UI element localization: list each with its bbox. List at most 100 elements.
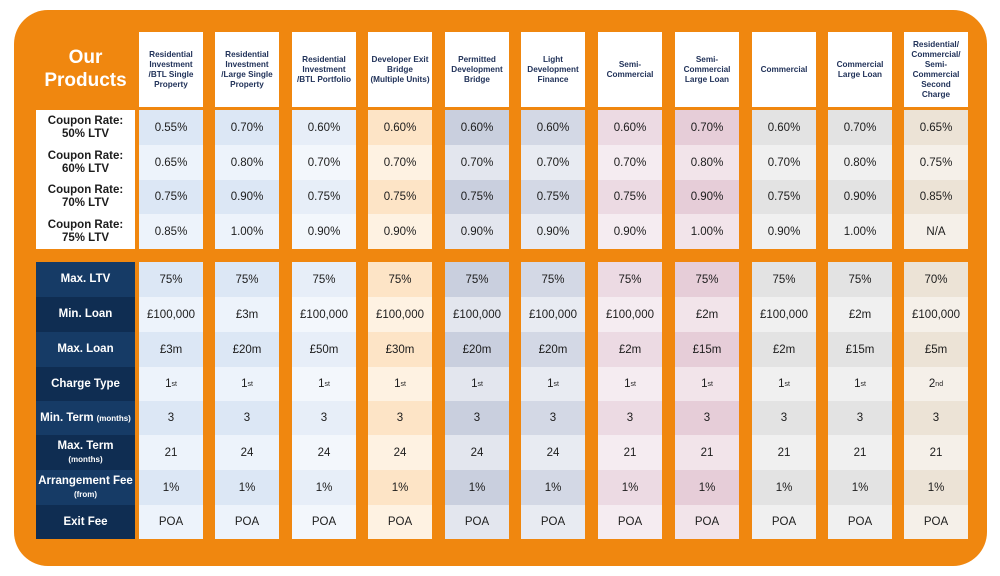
coupon-rate-cell: 0.75% bbox=[904, 145, 968, 180]
detail-value-cell: POA bbox=[215, 505, 279, 539]
detail-value-cell: 1% bbox=[445, 470, 509, 505]
detail-value-text: £20m bbox=[538, 343, 568, 356]
coupon-rate-cell: 0.60% bbox=[445, 110, 509, 145]
detail-value-cell: 75% bbox=[292, 262, 356, 297]
ordinal-suffix: st bbox=[247, 380, 253, 388]
detail-value-text: POA bbox=[771, 516, 797, 528]
detail-value-cell: 1% bbox=[292, 470, 356, 505]
product-header: Commercial bbox=[752, 32, 816, 107]
coupon-rate-cell: 1.00% bbox=[828, 214, 892, 249]
detail-value-cell: POA bbox=[752, 505, 816, 539]
detail-value-text: 75% bbox=[388, 273, 412, 286]
coupon-rate-cell: 0.90% bbox=[598, 214, 662, 249]
detail-value-text: 21 bbox=[777, 446, 791, 459]
detail-value-cell: 75% bbox=[368, 262, 432, 297]
detail-value-text: 1 bbox=[241, 378, 248, 390]
coupon-rate-cell: 0.70% bbox=[521, 145, 585, 180]
detail-value-text: POA bbox=[540, 516, 566, 528]
product-header: Residential Investment /BTL Single Prope… bbox=[139, 32, 203, 107]
ordinal-suffix: nd bbox=[935, 380, 944, 388]
detail-value-cell: £3m bbox=[139, 332, 203, 367]
detail-value-cell: 1% bbox=[598, 470, 662, 505]
detail-value-text: 1 bbox=[394, 378, 401, 390]
detail-row-label: Min. Term (months) bbox=[36, 401, 135, 435]
detail-value-cell: £2m bbox=[828, 297, 892, 332]
detail-value-cell: 1% bbox=[368, 470, 432, 505]
detail-value-cell: 21 bbox=[752, 435, 816, 470]
detail-value-cell: £20m bbox=[215, 332, 279, 367]
coupon-rate-cell: 0.65% bbox=[904, 110, 968, 145]
coupon-rate-cell: 0.90% bbox=[828, 180, 892, 214]
detail-value-cell: 75% bbox=[598, 262, 662, 297]
coupon-rate-cell: 0.85% bbox=[139, 214, 203, 249]
detail-value-cell: 75% bbox=[139, 262, 203, 297]
detail-value-text: 3 bbox=[243, 412, 251, 424]
detail-value-text: 75% bbox=[235, 273, 259, 286]
detail-value-cell: 1% bbox=[904, 470, 968, 505]
detail-value-cell: 24 bbox=[445, 435, 509, 470]
detail-value-text: 24 bbox=[240, 446, 254, 459]
detail-value-text: 24 bbox=[470, 446, 484, 459]
detail-value-text: 3 bbox=[780, 412, 788, 424]
detail-value-text: 24 bbox=[393, 446, 407, 459]
detail-value-text: 1% bbox=[315, 481, 333, 494]
detail-value-text: 21 bbox=[853, 446, 867, 459]
detail-value-text: 3 bbox=[167, 412, 175, 424]
detail-row-label-text: Max. Term bbox=[57, 439, 114, 452]
detail-row-label: Max. LTV bbox=[36, 262, 135, 297]
detail-value-text: £15m bbox=[692, 343, 722, 356]
detail-value-text: 75% bbox=[312, 273, 336, 286]
title-line-1: Our bbox=[68, 47, 103, 68]
detail-value-text: 24 bbox=[546, 446, 560, 459]
detail-value-cell: £15m bbox=[828, 332, 892, 367]
coupon-row-label: Coupon Rate: 75% LTV bbox=[36, 214, 135, 249]
detail-value-cell: £100,000 bbox=[598, 297, 662, 332]
product-header: Residential Investment /Large Single Pro… bbox=[215, 32, 279, 107]
detail-row-label: Exit Fee bbox=[36, 505, 135, 539]
detail-value-text: 3 bbox=[473, 412, 481, 424]
detail-row-label-text: Min. Loan bbox=[58, 308, 113, 320]
detail-value-text: 3 bbox=[703, 412, 711, 424]
detail-value-cell: 75% bbox=[752, 262, 816, 297]
coupon-rate-cell: 0.90% bbox=[368, 214, 432, 249]
detail-value-text: 1% bbox=[698, 481, 716, 494]
detail-value-cell: 75% bbox=[445, 262, 509, 297]
detail-value-cell: £15m bbox=[675, 332, 739, 367]
detail-value-text: POA bbox=[464, 516, 490, 528]
detail-value-cell: 3 bbox=[445, 401, 509, 435]
detail-row-label-sub: (months) bbox=[68, 454, 103, 464]
detail-value-text: £100,000 bbox=[912, 308, 960, 321]
detail-value-cell: POA bbox=[675, 505, 739, 539]
detail-value-cell: POA bbox=[139, 505, 203, 539]
coupon-rate-cell: 0.80% bbox=[215, 145, 279, 180]
detail-value-text: £5m bbox=[924, 343, 948, 356]
coupon-rate-cell: 1.00% bbox=[675, 214, 739, 249]
detail-value-cell: 3 bbox=[598, 401, 662, 435]
detail-value-text: POA bbox=[923, 516, 949, 528]
coupon-rate-cell: 1.00% bbox=[215, 214, 279, 249]
coupon-rate-cell: 0.75% bbox=[292, 180, 356, 214]
coupon-rate-cell: 0.55% bbox=[139, 110, 203, 145]
coupon-rate-cell: 0.80% bbox=[675, 145, 739, 180]
detail-value-cell: 70% bbox=[904, 262, 968, 297]
coupon-rate-cell: 0.60% bbox=[521, 110, 585, 145]
detail-value-cell: £100,000 bbox=[752, 297, 816, 332]
detail-value-text: £100,000 bbox=[300, 308, 348, 321]
detail-value-text: POA bbox=[847, 516, 873, 528]
detail-value-text: 1 bbox=[624, 378, 631, 390]
coupon-rate-cell: 0.75% bbox=[445, 180, 509, 214]
detail-value-cell: 75% bbox=[828, 262, 892, 297]
coupon-rate-cell: 0.75% bbox=[752, 180, 816, 214]
detail-value-text: £3m bbox=[235, 308, 259, 321]
ordinal-suffix: st bbox=[477, 380, 483, 388]
detail-value-text: 3 bbox=[320, 412, 328, 424]
detail-value-text: 1% bbox=[621, 481, 639, 494]
detail-value-cell: 3 bbox=[139, 401, 203, 435]
coupon-rate-cell: 0.70% bbox=[215, 110, 279, 145]
detail-value-text: POA bbox=[694, 516, 720, 528]
